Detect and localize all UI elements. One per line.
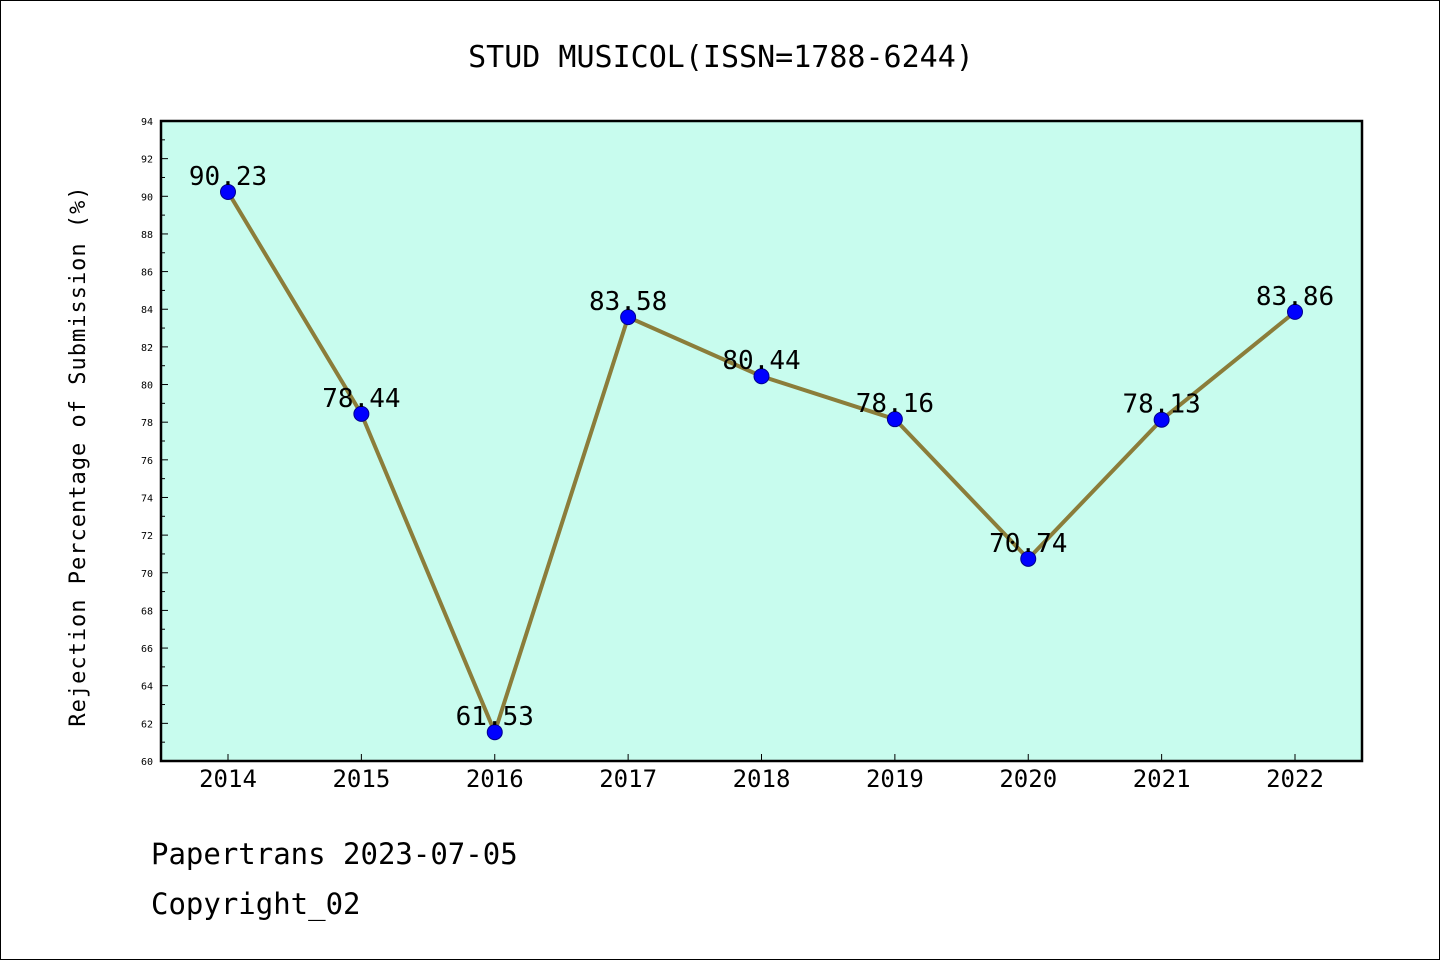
data-point-2022 (1287, 303, 1303, 320)
y-tick-label: 86 (141, 268, 153, 279)
x-tick-label: 2016 (466, 765, 524, 793)
x-axis-ticks: 2014 2015 2016 2017 2018 2019 2020 2021 2022 (199, 754, 1324, 793)
y-tick-label: 92 (141, 155, 153, 166)
plot-area (161, 121, 1362, 761)
x-tick-label: 2022 (1266, 765, 1324, 793)
data-point-2014 (220, 183, 236, 200)
y-tick-label: 72 (141, 531, 153, 542)
data-label-2016: 61.53 (456, 702, 534, 732)
data-point-2019 (886, 411, 903, 428)
data-point-2021 (1153, 411, 1170, 428)
footer-copyright: Copyright_02 (151, 887, 361, 921)
data-point-2018 (753, 368, 770, 385)
plot-border (159, 119, 1364, 763)
data-point-2017 (620, 309, 637, 326)
y-tick-label: 80 (141, 381, 153, 392)
footer-date: Papertrans 2023-07-05 (151, 837, 518, 871)
x-tick-label: 2015 (332, 765, 390, 793)
data-labels: 90.23 78.44 61.53 83.58 80.44 78.16 70.74 78.13… (189, 162, 1334, 732)
y-tick-label: 76 (141, 456, 153, 467)
y-tick-label: 62 (141, 719, 153, 730)
y-axis-label: Rejection Percentage of Submission (%) (66, 185, 91, 726)
y-tick-label: 66 (141, 644, 153, 655)
data-points (220, 183, 1303, 741)
y-tick-label: 78 (141, 418, 153, 429)
data-label-2019: 78.16 (856, 389, 934, 419)
y-tick-label: 88 (141, 230, 153, 241)
y-tick-label: 60 (141, 757, 153, 768)
data-label-2022: 83.86 (1256, 282, 1334, 312)
x-tick-label: 2014 (199, 765, 257, 793)
y-tick-label: 68 (141, 606, 153, 617)
data-label-2020: 70.74 (989, 529, 1067, 559)
data-point-2020 (1020, 550, 1037, 567)
data-label-2021: 78.13 (1122, 390, 1200, 420)
y-tick-label: 82 (141, 343, 153, 354)
x-tick-label: 2019 (866, 765, 924, 793)
y-tick-label: 64 (141, 682, 153, 693)
y-axis-ticks: 60 62 64 66 68 70 72 74 76 78 80 82 84 86 88 90 92 94 (141, 117, 168, 768)
y-tick-label: 74 (141, 493, 153, 504)
data-label-2017: 83.58 (589, 287, 667, 317)
data-label-2014: 90.23 (189, 162, 267, 192)
chart-title: STUD MUSICOL(ISSN=1788-6244) (468, 40, 974, 75)
data-point-2016 (486, 724, 503, 741)
y-tick-label: 90 (141, 192, 153, 203)
y-tick-label: 94 (141, 117, 153, 128)
y-tick-label: 70 (141, 569, 153, 580)
y-tick-label: 84 (141, 305, 153, 316)
data-point-2015 (353, 405, 370, 422)
data-label-2018: 80.44 (722, 346, 800, 376)
data-label-2015: 78.44 (322, 384, 400, 414)
x-tick-label: 2017 (599, 765, 657, 793)
x-tick-label: 2021 (1133, 765, 1191, 793)
x-tick-label: 2018 (733, 765, 791, 793)
x-tick-label: 2020 (999, 765, 1057, 793)
